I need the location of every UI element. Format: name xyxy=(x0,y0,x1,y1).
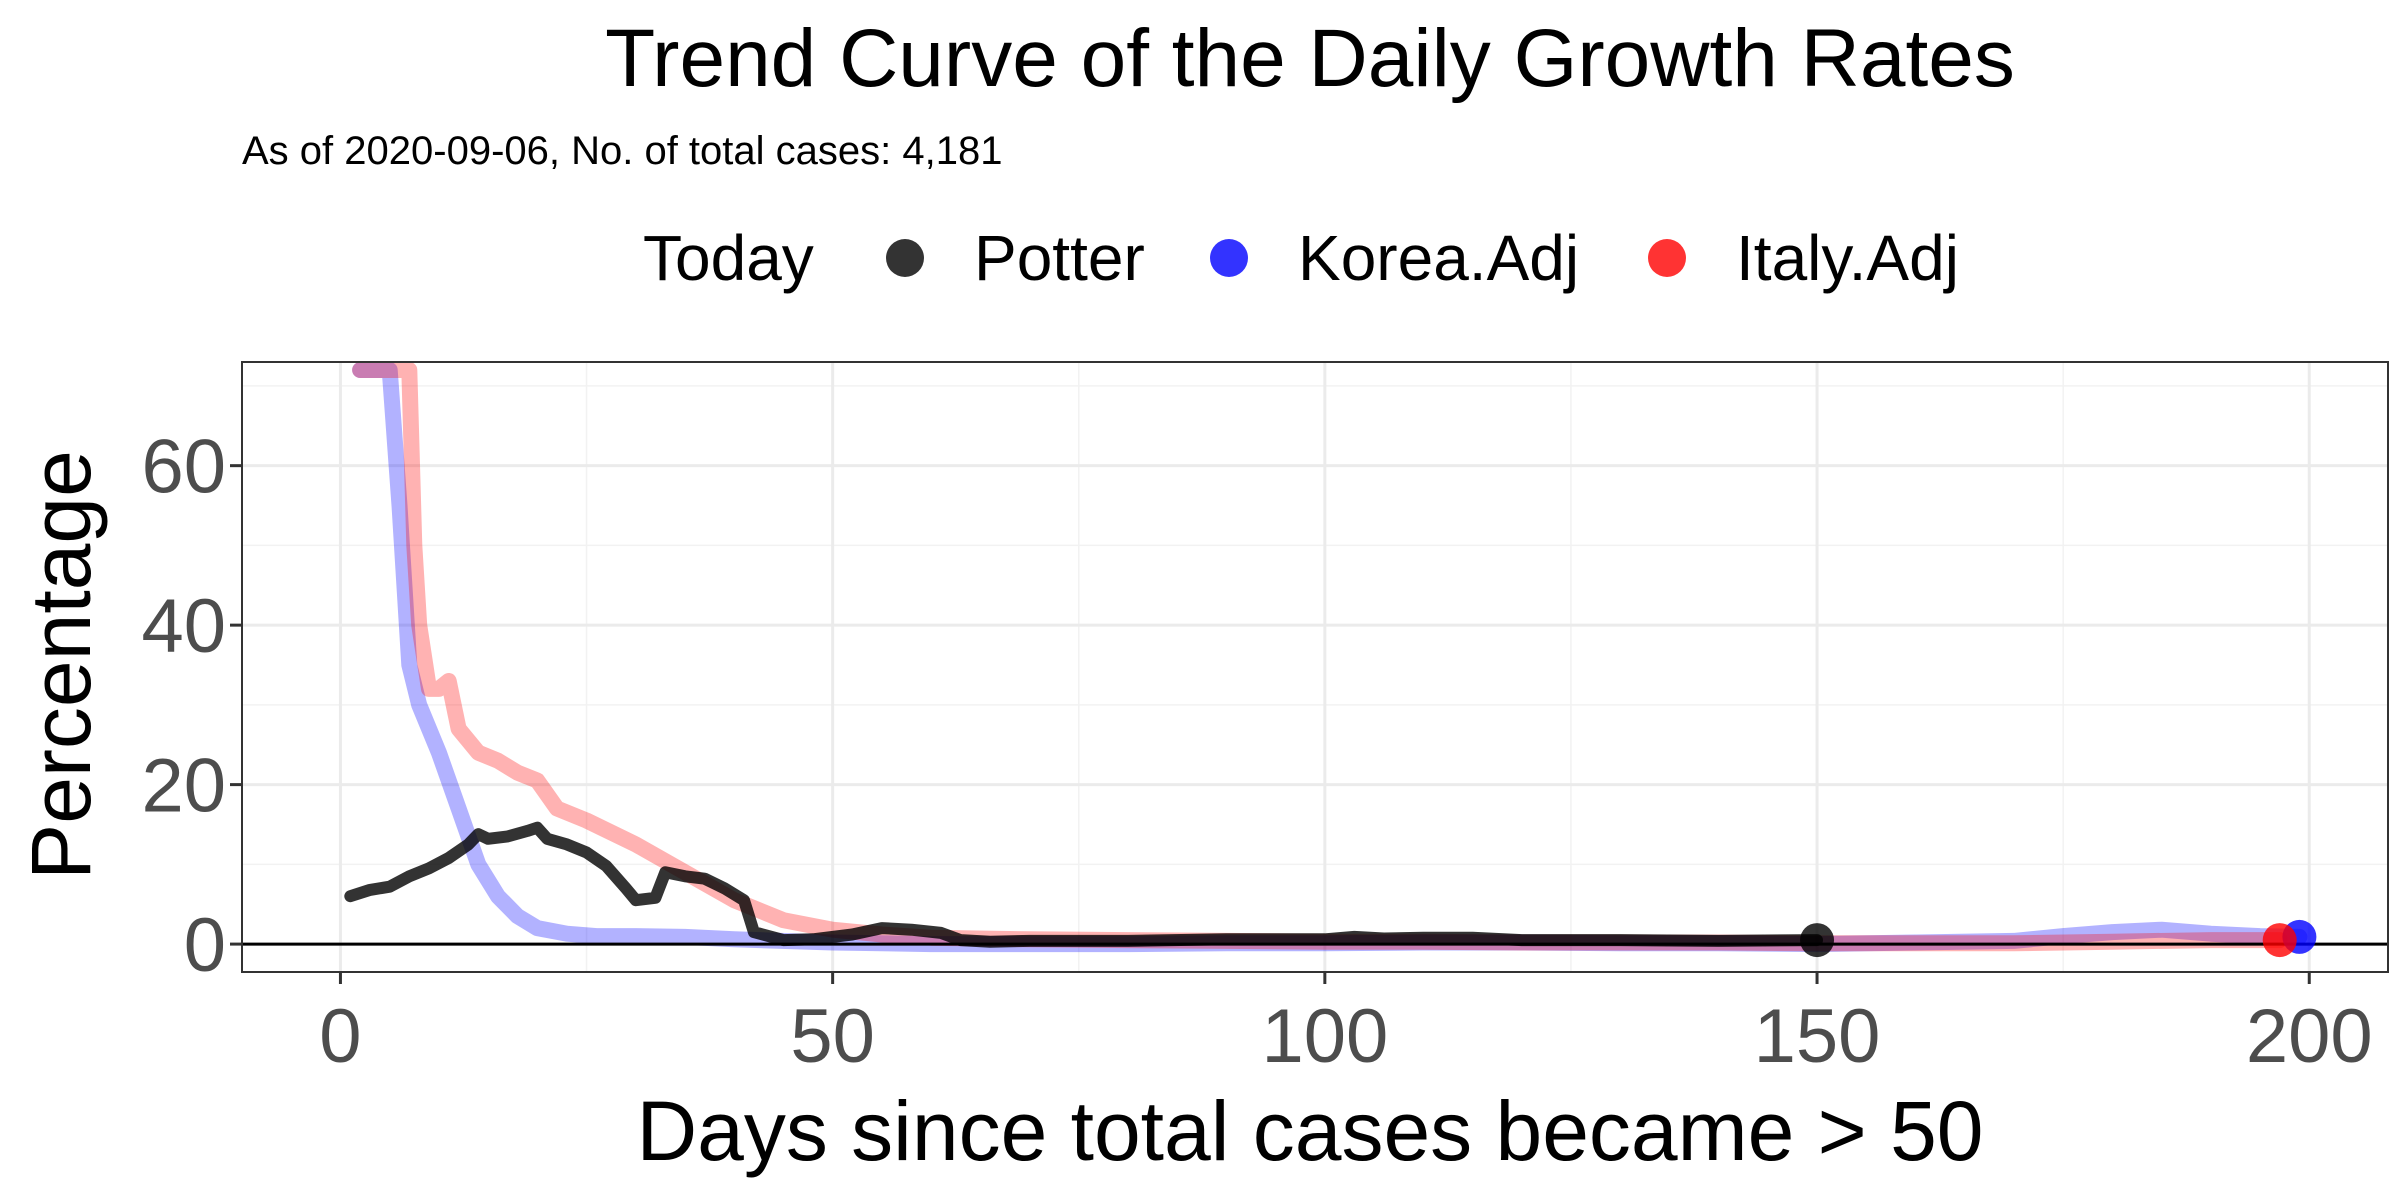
legend-marker-italy-adj xyxy=(1648,239,1686,277)
x-tick-label: 0 xyxy=(319,994,361,1079)
chart-title: Trend Curve of the Daily Growth Rates xyxy=(605,13,2015,104)
today-point-potter xyxy=(1800,923,1835,958)
series-line-potter xyxy=(344,821,1823,948)
plot-border xyxy=(241,361,2389,973)
y-tick-label: 20 xyxy=(141,744,226,829)
chart-subtitle: As of 2020-09-06, No. of total cases: 4,… xyxy=(242,129,1002,173)
x-axis-title: Days since total cases became > 50 xyxy=(636,1084,1983,1178)
legend-title: Today xyxy=(643,222,814,294)
x-tick-label: 150 xyxy=(1754,994,1881,1079)
axis-ticks: 0 50 100 150 200 0 20 40 60 xyxy=(141,425,2372,1079)
y-tick-label: 60 xyxy=(141,425,226,510)
legend-marker-potter xyxy=(886,239,924,277)
legend-label-potter: Potter xyxy=(974,222,1145,294)
plot-background xyxy=(242,362,2388,972)
y-tick-label: 40 xyxy=(141,584,226,669)
legend-marker-korea-adj xyxy=(1210,239,1248,277)
legend-label-korea-adj: Korea.Adj xyxy=(1298,222,1579,294)
x-tick-label: 100 xyxy=(1261,994,1388,1079)
today-point-italy-adj xyxy=(2262,923,2297,958)
legend-label-italy-adj: Italy.Adj xyxy=(1736,222,1959,294)
plot-area: 0 50 100 150 200 0 20 40 60 xyxy=(141,361,2389,1079)
x-tick-label: 200 xyxy=(2246,994,2373,1079)
y-tick-label: 0 xyxy=(184,903,226,988)
today-points xyxy=(1800,919,2317,958)
y-axis-title: Percentage xyxy=(14,450,108,880)
x-tick-label: 50 xyxy=(790,994,875,1079)
legend: Today Potter Korea.Adj Italy.Adj xyxy=(643,222,1959,294)
